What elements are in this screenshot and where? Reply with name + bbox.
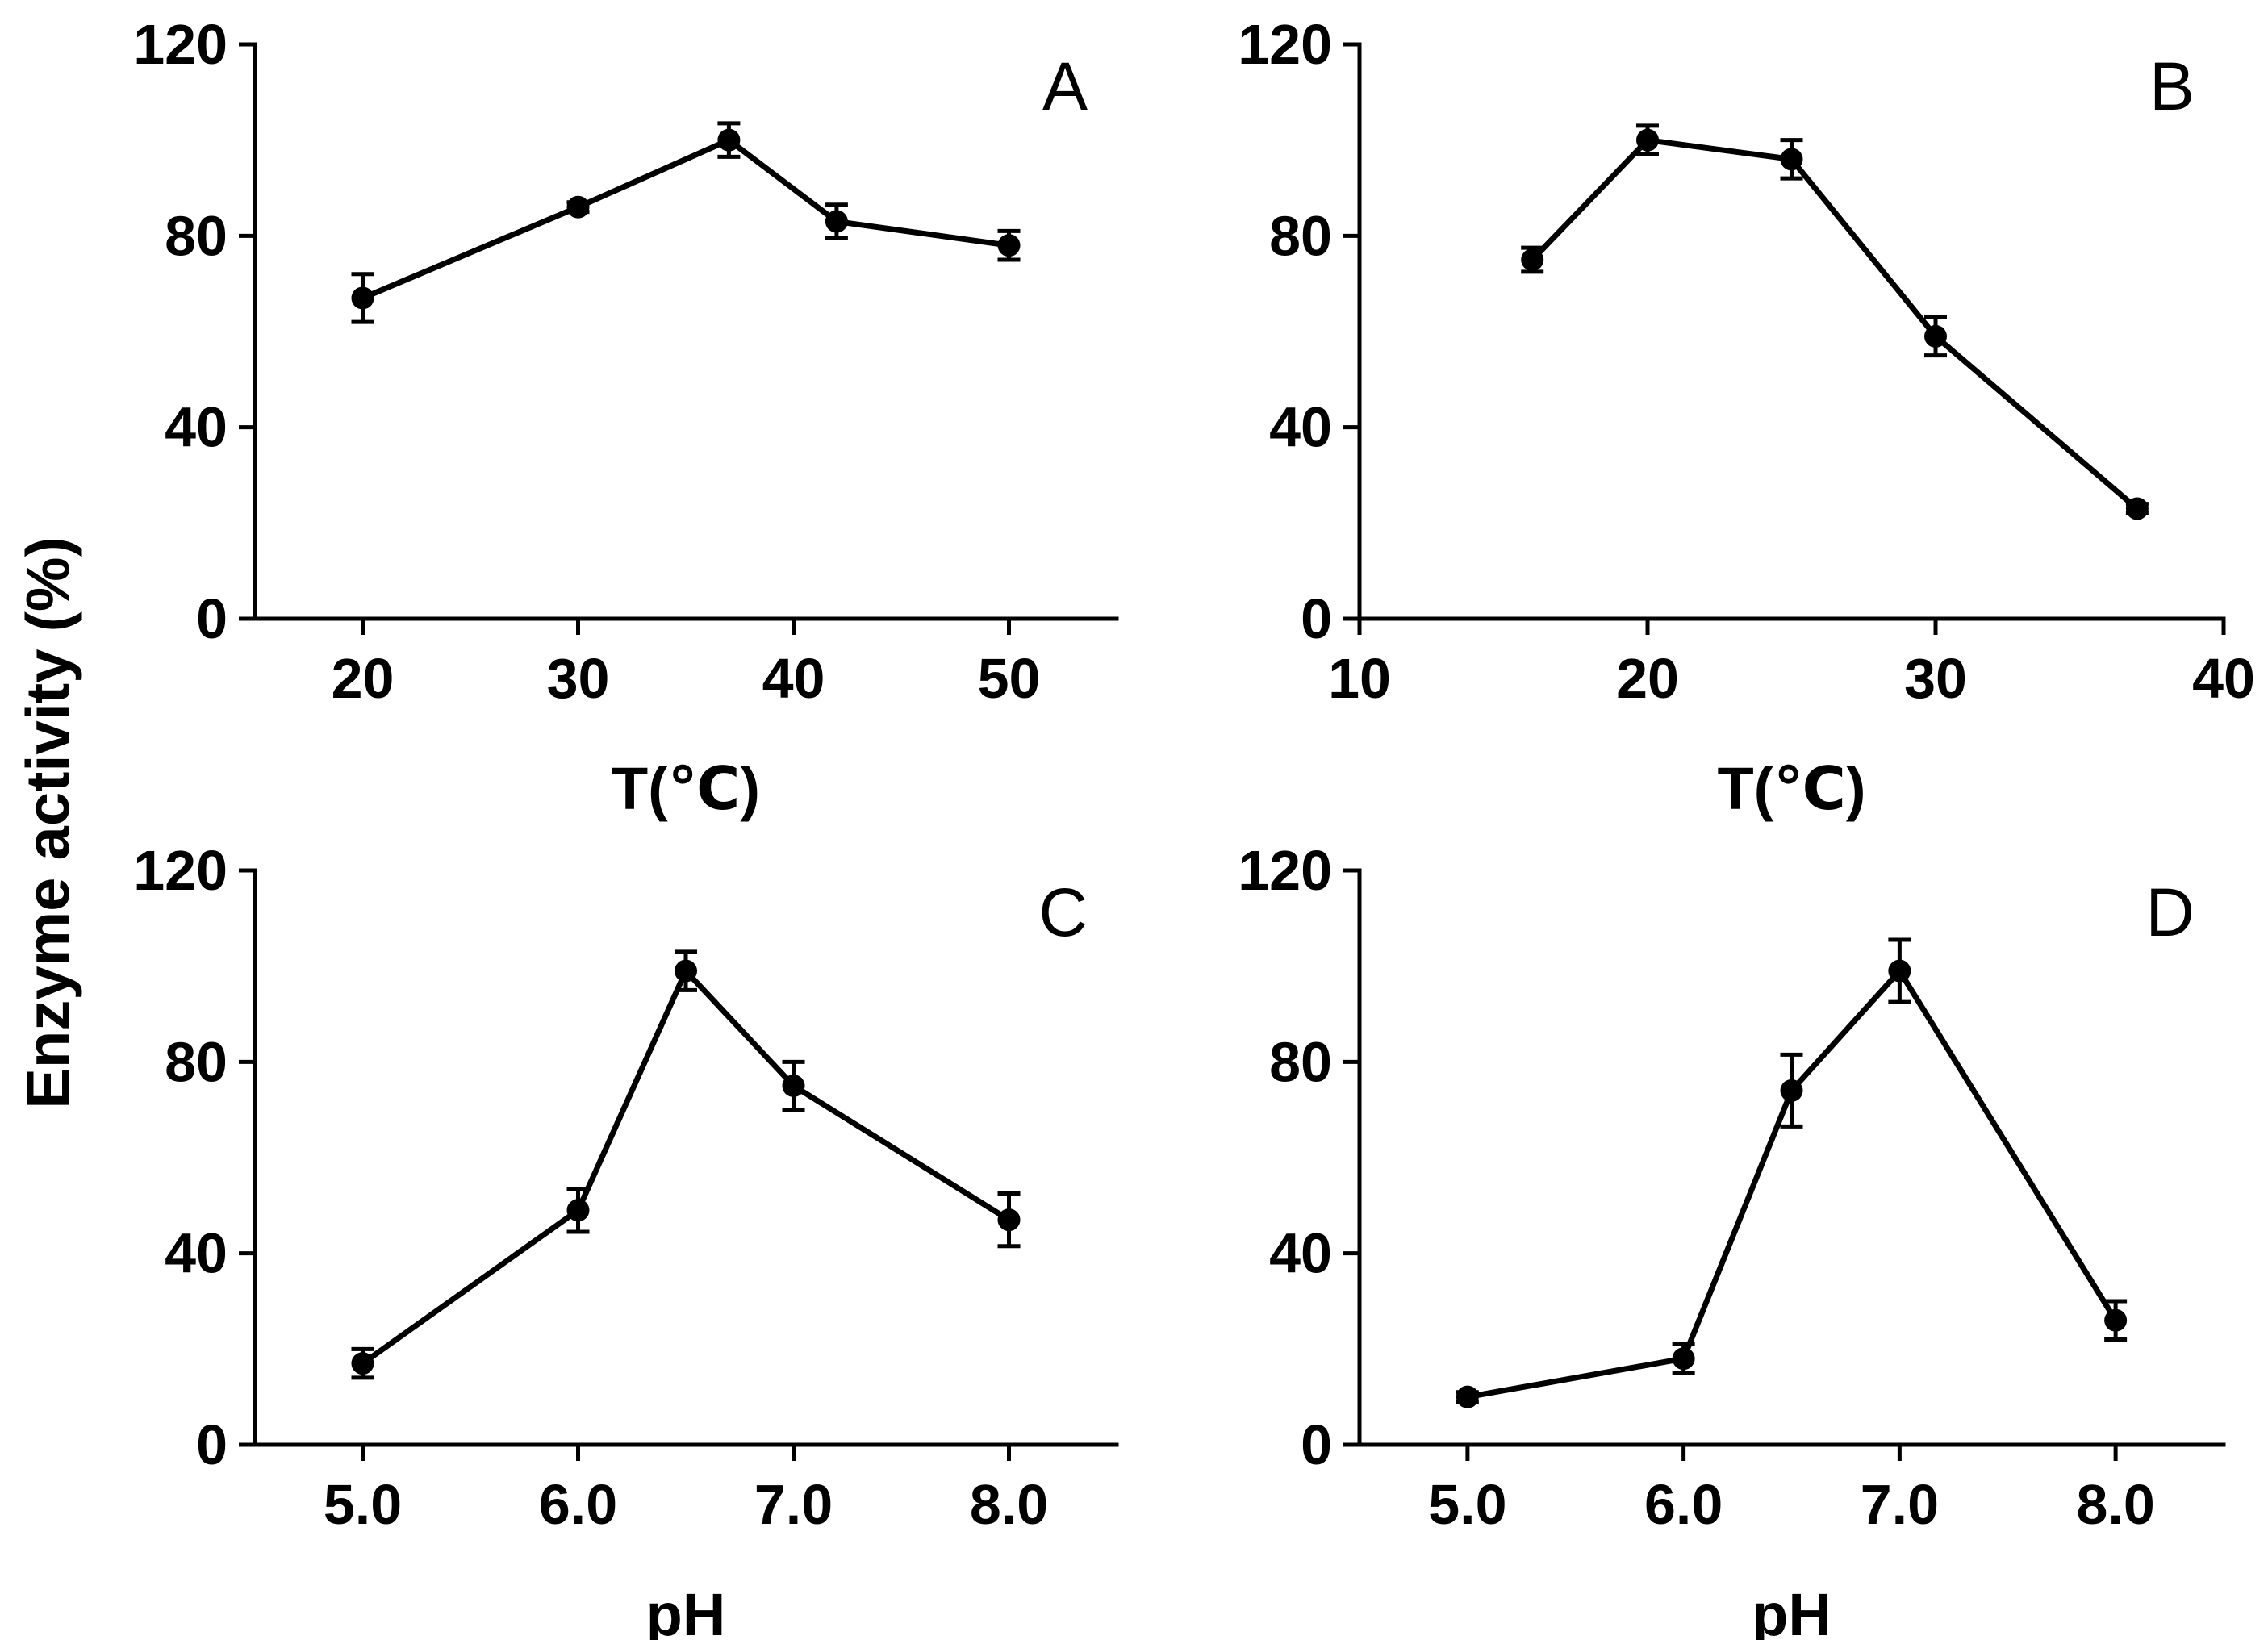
data-point-d — [1888, 959, 1911, 983]
panel-letter-d: D — [2145, 874, 2195, 950]
data-point-b — [1521, 248, 1544, 271]
x-tick-label-b: 10 — [1328, 647, 1391, 710]
panel-letter-a: A — [1042, 48, 1088, 124]
y-tick-label-d: 0 — [1301, 1413, 1332, 1476]
x-tick-label-c: 7.0 — [754, 1473, 833, 1536]
y-tick-label-b: 120 — [1238, 13, 1332, 76]
data-point-a — [997, 234, 1021, 257]
x-tick-label-c: 6.0 — [539, 1473, 617, 1536]
panel-a: 0 40 80 120 20 30 40 50 T(℃) A — [133, 13, 1119, 822]
x-tick-label-d: 5.0 — [1428, 1473, 1506, 1536]
data-point-b — [1780, 148, 1803, 171]
x-axis-title-a: T(℃) — [612, 755, 760, 822]
data-point-c — [782, 1075, 805, 1097]
panel-d: 0 40 80 120 5.0 6.0 7.0 8.0 pH D — [1238, 839, 2226, 1640]
y-tick-label-b: 40 — [1269, 396, 1332, 459]
x-tick-label-b: 20 — [1616, 647, 1679, 710]
figure-ylabel: Enzyme activity (%) — [15, 536, 83, 1109]
series-line-d — [1467, 968, 2119, 1400]
x-axis-title-c: pH — [646, 1581, 726, 1640]
x-tick-label-a: 20 — [332, 647, 395, 710]
x-tick-label-d: 8.0 — [2076, 1473, 2154, 1536]
x-tick-label-d: 6.0 — [1644, 1473, 1723, 1536]
y-tick-label-c: 80 — [165, 1030, 228, 1093]
y-tick-label-a: 40 — [165, 396, 228, 459]
data-point-c — [997, 1208, 1021, 1232]
y-tick-label-d: 120 — [1238, 839, 1332, 902]
data-point-b — [1636, 128, 1659, 152]
y-tick-label-a: 0 — [196, 587, 228, 650]
data-point-d — [1780, 1079, 1803, 1102]
y-tick-label-c: 120 — [133, 839, 228, 902]
y-tick-label-d: 40 — [1269, 1222, 1332, 1285]
series-line-b — [1530, 137, 2140, 511]
y-tick-label-a: 120 — [133, 13, 228, 76]
x-tick-label-b: 30 — [1904, 647, 1967, 710]
panel-b: 0 40 80 120 10 20 30 40 T(℃) B — [1238, 13, 2255, 822]
data-point-c — [675, 959, 697, 983]
series-line-a — [361, 137, 1009, 301]
panel-c: 0 40 80 120 5.0 6.0 7.0 8.0 pH C — [133, 839, 1119, 1640]
x-tick-label-a: 40 — [762, 647, 825, 710]
data-point-a — [351, 286, 374, 310]
data-point-c — [566, 1199, 590, 1222]
x-tick-label-a: 50 — [978, 647, 1041, 710]
x-tick-label-c: 8.0 — [970, 1473, 1048, 1536]
x-tick-label-a: 30 — [547, 647, 610, 710]
data-point-d — [2104, 1308, 2128, 1332]
y-tick-label-c: 40 — [165, 1222, 228, 1285]
data-point-c — [351, 1352, 374, 1375]
data-point-d — [1672, 1347, 1695, 1371]
data-point-b — [2125, 497, 2149, 520]
x-axis-title-b: T(℃) — [1717, 755, 1865, 822]
y-tick-label-b: 80 — [1269, 204, 1332, 267]
x-tick-label-c: 5.0 — [324, 1473, 402, 1536]
y-tick-label-b: 0 — [1301, 587, 1332, 650]
data-point-a — [566, 195, 590, 219]
data-point-a — [825, 210, 848, 233]
x-tick-label-d: 7.0 — [1861, 1473, 1939, 1536]
y-tick-label-d: 80 — [1269, 1030, 1332, 1093]
y-tick-label-c: 0 — [196, 1413, 228, 1476]
data-point-a — [717, 128, 741, 152]
series-line-c — [361, 968, 1011, 1366]
x-tick-label-b: 40 — [2192, 647, 2255, 710]
panel-letter-c: C — [1038, 874, 1088, 950]
x-axis-title-d: pH — [1752, 1581, 1832, 1640]
data-point-b — [1924, 324, 1947, 348]
data-point-d — [1456, 1385, 1479, 1408]
y-tick-label-a: 80 — [165, 204, 228, 267]
panel-letter-b: B — [2149, 48, 2195, 124]
